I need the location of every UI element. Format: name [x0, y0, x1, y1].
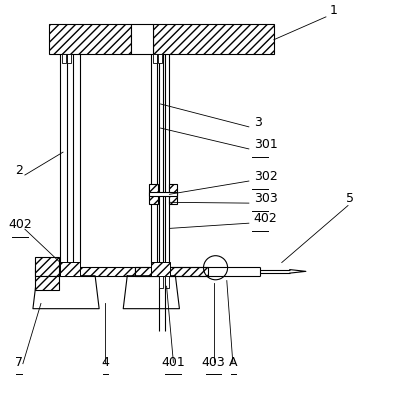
Text: 402: 402 — [8, 218, 32, 231]
Text: 2: 2 — [15, 164, 23, 177]
Text: 3: 3 — [253, 116, 262, 129]
Bar — [158, 55, 162, 63]
Bar — [35, 276, 59, 290]
Text: 4: 4 — [101, 355, 109, 368]
Bar — [135, 267, 208, 276]
Bar — [131, 24, 153, 55]
Bar — [150, 185, 158, 205]
Text: A: A — [229, 355, 238, 368]
Text: 403: 403 — [202, 355, 225, 368]
Text: 402: 402 — [253, 212, 277, 225]
Bar — [164, 276, 168, 288]
Bar — [168, 185, 177, 205]
Text: 5: 5 — [346, 192, 354, 205]
Bar — [67, 55, 71, 63]
Bar — [158, 276, 162, 288]
Text: 302: 302 — [253, 170, 277, 183]
Text: 7: 7 — [15, 355, 23, 368]
Text: 303: 303 — [253, 192, 277, 205]
Bar — [60, 262, 80, 276]
Text: 401: 401 — [162, 355, 185, 368]
Bar — [152, 55, 156, 63]
Bar — [151, 262, 170, 276]
Bar — [35, 257, 59, 276]
Bar — [35, 267, 135, 276]
Bar — [49, 24, 131, 55]
Bar — [150, 193, 177, 197]
Bar — [153, 24, 274, 55]
Bar — [62, 55, 66, 63]
Text: 301: 301 — [253, 138, 277, 151]
Text: 1: 1 — [330, 4, 338, 16]
